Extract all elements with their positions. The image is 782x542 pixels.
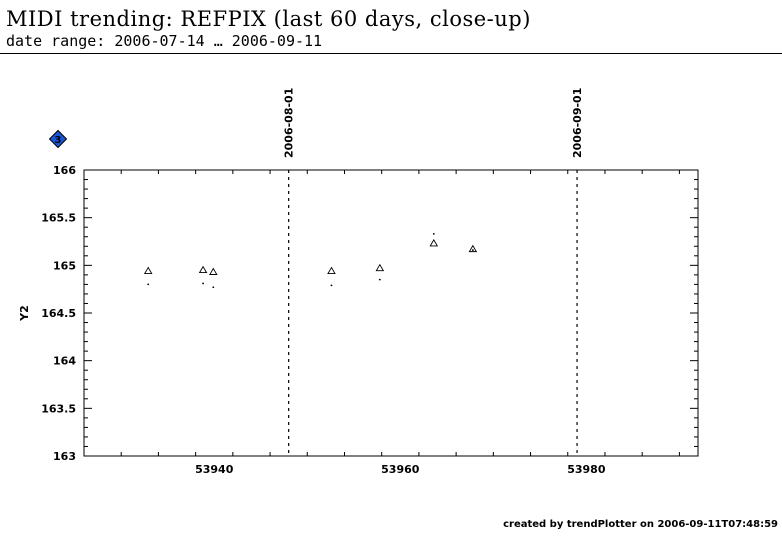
date-range-subtitle: date range: 2006-07-14 … 2006-09-11 xyxy=(6,32,323,50)
dot-point xyxy=(471,249,474,251)
plot-frame xyxy=(83,169,699,457)
triangle-point xyxy=(468,244,478,253)
footer-credit: created by trendPlotter on 2006-09-11T07… xyxy=(503,519,778,530)
triangle-point xyxy=(327,266,336,275)
y-tick-label: 163.5 xyxy=(41,402,76,415)
badge-number: 3 xyxy=(55,135,62,146)
triangle-point xyxy=(198,265,208,274)
dot-point xyxy=(378,278,381,281)
header-divider xyxy=(0,53,782,54)
y-tick-label: 165 xyxy=(53,259,76,272)
x-tick-label: 53940 xyxy=(195,463,234,476)
y-tick-label: 164.5 xyxy=(41,307,76,320)
diamond-badge-icon: 3 xyxy=(48,129,68,149)
y-tick-label: 165.5 xyxy=(41,212,76,225)
date-marker-label: 2006-08-01 xyxy=(283,88,296,158)
page-title: MIDI trending: REFPIX (last 60 days, clo… xyxy=(6,7,531,31)
dot-point xyxy=(147,283,150,286)
dot-point xyxy=(432,232,435,235)
dot-point xyxy=(202,282,204,285)
triangle-point xyxy=(143,266,153,275)
y-axis-label: Y2 xyxy=(18,305,31,322)
y-tick-label: 166 xyxy=(53,164,76,177)
dot-point xyxy=(330,284,333,287)
date-marker-label: 2006-09-01 xyxy=(571,88,584,158)
y-tick-label: 163 xyxy=(53,450,76,463)
dot-point xyxy=(212,286,215,289)
triangle-point xyxy=(429,239,439,247)
x-tick-label: 53960 xyxy=(381,463,420,476)
triangle-point xyxy=(209,267,218,275)
x-tick-label: 53980 xyxy=(567,463,606,476)
y-tick-label: 164 xyxy=(53,355,76,368)
triangle-point xyxy=(375,263,385,272)
